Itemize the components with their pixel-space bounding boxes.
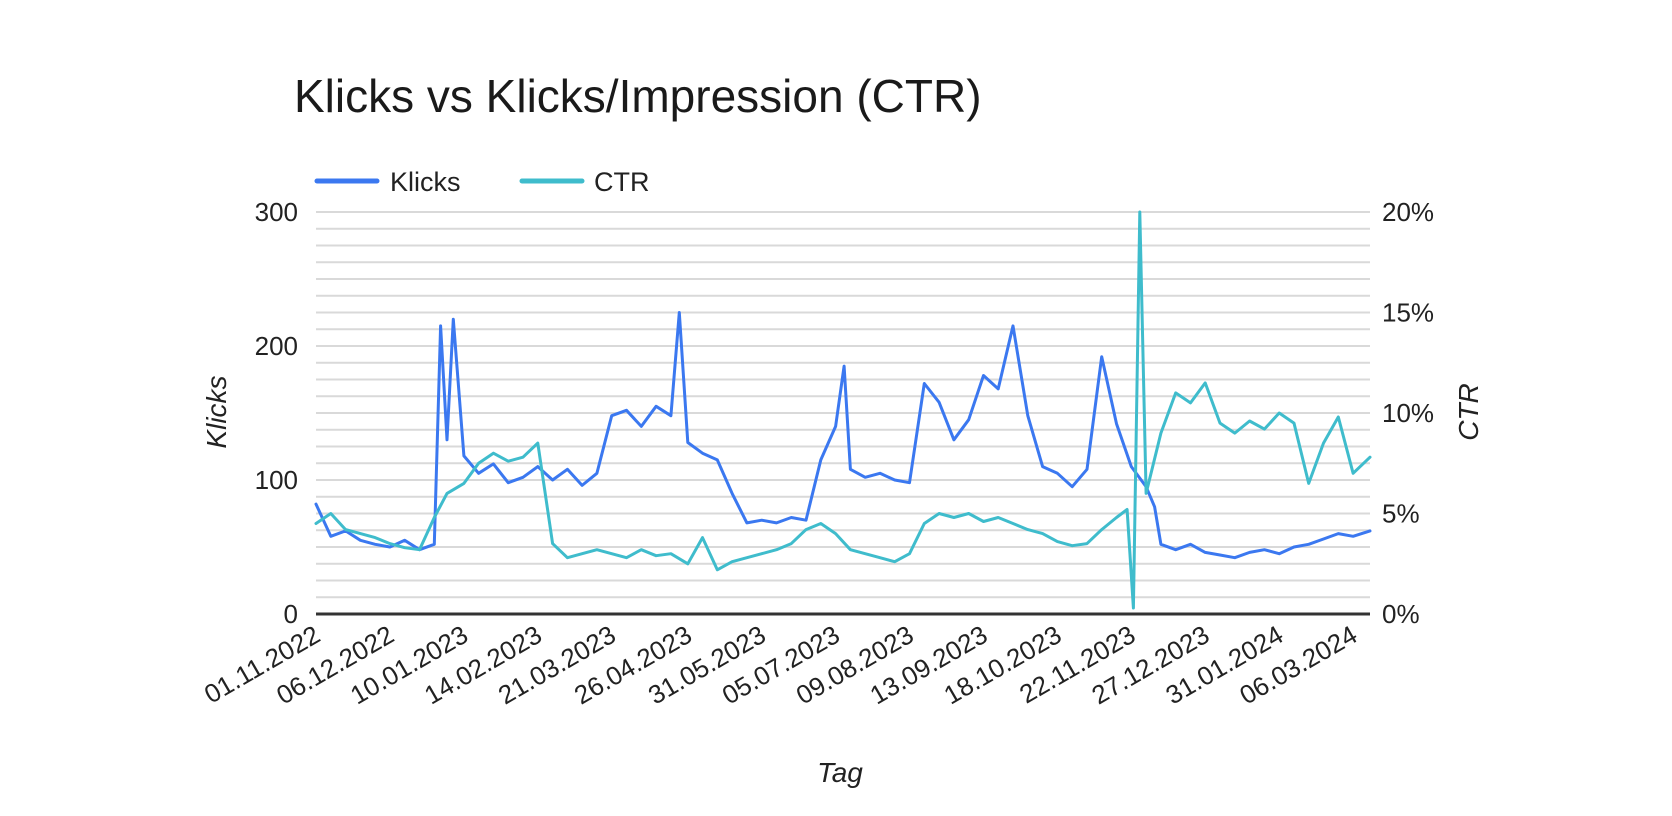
y-tick-label: 300 (255, 197, 298, 227)
series-lines (314, 210, 1372, 610)
y-axis-title: Klicks (201, 375, 232, 448)
y2-tick-label: 0% (1382, 599, 1420, 629)
gridlines (316, 211, 1370, 599)
legend-label-klicks: Klicks (390, 167, 461, 197)
series-line-ctr (314, 210, 1372, 610)
legend-item-ctr[interactable]: CTR (519, 167, 650, 197)
y-tick-label: 200 (255, 331, 298, 361)
axes: 01002003000%5%10%15%20%01.11.202206.12.2… (199, 197, 1434, 710)
y2-tick-label: 15% (1382, 298, 1434, 328)
y2-tick-label: 10% (1382, 398, 1434, 428)
series-line-klicks (314, 311, 1372, 560)
y2-tick-label: 20% (1382, 197, 1434, 227)
y-tick-label: 100 (255, 465, 298, 495)
chart-title: Klicks vs Klicks/Impression (CTR) (294, 70, 982, 122)
y2-tick-label: 5% (1382, 499, 1420, 529)
y-tick-label: 0 (284, 599, 298, 629)
x-axis-title: Tag (817, 757, 863, 788)
legend: Klicks CTR (314, 167, 650, 197)
legend-item-klicks[interactable]: Klicks (314, 167, 461, 197)
legend-label-ctr: CTR (594, 167, 650, 197)
y2-axis-title: CTR (1453, 383, 1484, 441)
